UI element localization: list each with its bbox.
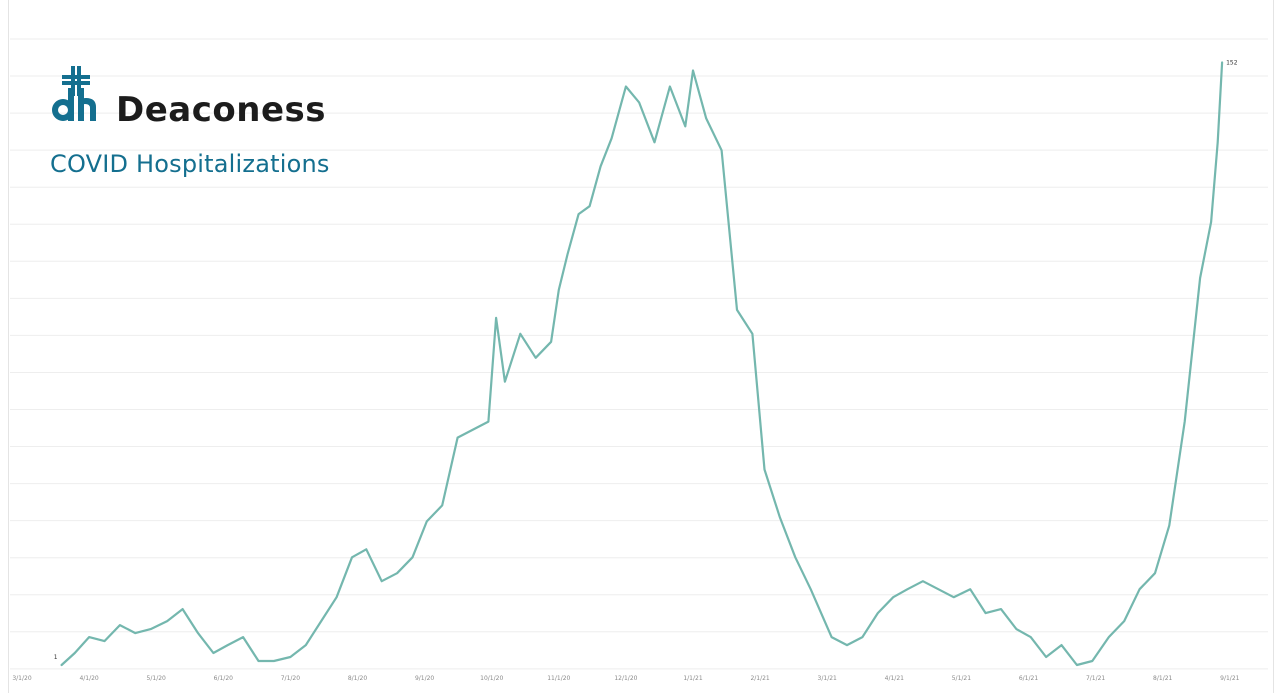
x-tick-label: 3/1/21 — [818, 675, 837, 682]
chart-frame — [8, 0, 1274, 693]
x-tick-label: 1/1/21 — [683, 675, 702, 682]
dh-cross-logo-icon — [50, 66, 102, 126]
x-tick-label: 7/1/21 — [1086, 675, 1105, 682]
x-tick-label: 8/1/21 — [1153, 675, 1172, 682]
hospitalizations-line — [60, 61, 1224, 667]
x-tick-label: 2/1/21 — [750, 675, 769, 682]
data-point-label: 152 — [1226, 60, 1238, 67]
data-point-label: 1 — [54, 654, 58, 661]
x-tick-label: 9/1/21 — [1220, 675, 1239, 682]
x-tick-label: 3/1/20 — [12, 675, 31, 682]
x-axis-ticks: 3/1/20 4/1/20 5/1/20 6/1/20 7/1/20 8/1/20 9/1/… — [12, 675, 1239, 682]
chart-subtitle: COVID Hospitalizations — [50, 150, 330, 178]
x-tick-label: 10/1/20 — [480, 675, 503, 682]
x-tick-label: 7/1/20 — [281, 675, 300, 682]
x-tick-label: 8/1/20 — [348, 675, 367, 682]
x-tick-label: 4/1/20 — [79, 675, 98, 682]
x-tick-label: 11/1/20 — [547, 675, 570, 682]
x-tick-label: 6/1/20 — [214, 675, 233, 682]
brand-header: Deaconess — [50, 66, 326, 130]
point-labels: 1 152 — [54, 60, 1238, 661]
gridlines — [10, 38, 1268, 670]
x-tick-label: 4/1/21 — [885, 675, 904, 682]
x-tick-label: 5/1/20 — [147, 675, 166, 682]
x-tick-label: 6/1/21 — [1019, 675, 1038, 682]
x-tick-label: 5/1/21 — [952, 675, 971, 682]
x-tick-label: 12/1/20 — [614, 675, 637, 682]
x-tick-label: 9/1/20 — [415, 675, 434, 682]
brand-name: Deaconess — [116, 90, 326, 130]
